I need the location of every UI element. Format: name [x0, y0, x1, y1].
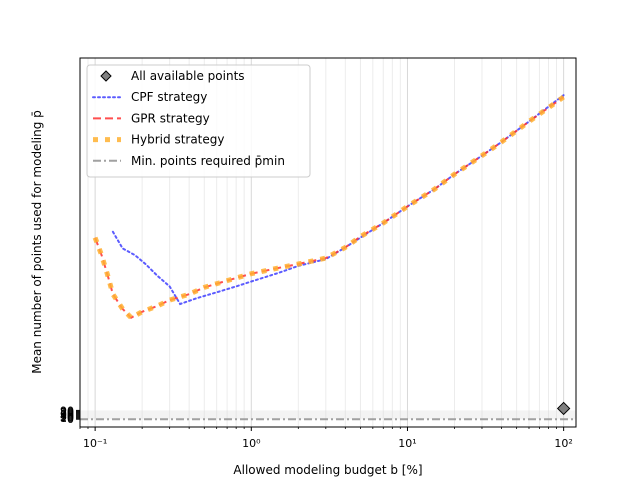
- x-tick-label: 10²: [554, 437, 572, 450]
- series-hybrid-strategy-line: [92, 94, 566, 321]
- min-points-shade: [80, 410, 576, 420]
- y-tick-label: 70: [60, 406, 74, 419]
- series-layer: [80, 94, 576, 421]
- y-tick-label: 60: [60, 407, 74, 420]
- plot-frame: [79, 57, 577, 428]
- y-tick-label: 20: [60, 411, 74, 424]
- legend-item-gpr-strategy-label: GPR strategy: [131, 111, 210, 125]
- legend-item-min-points-required-p-min-label: Min. points required p̄min: [131, 154, 285, 168]
- legend-item-all-available-points-swatch: [100, 70, 112, 82]
- legend: All available points CPF strategy GPR stra…: [86, 64, 311, 178]
- y-tick-label: 0: [67, 413, 74, 426]
- x-axis-label: Allowed modeling budget b [%]: [233, 463, 422, 477]
- y-tick-label: 30: [60, 410, 74, 423]
- legend-box: [86, 64, 311, 178]
- series-all-available-points-point: [556, 401, 571, 416]
- min-points-band: [80, 410, 576, 420]
- y-tick-label: 40: [60, 409, 74, 422]
- series-cpf-strategy-line: [111, 94, 565, 306]
- x-tick-label: 10⁻¹: [83, 437, 107, 450]
- legend-item-hybrid-strategy-label: Hybrid strategy: [131, 133, 225, 147]
- legend-item-all-available-points-label: All available points: [131, 69, 245, 83]
- y-tick-label: 10: [60, 412, 74, 425]
- x-tick-label: 10¹: [398, 437, 416, 450]
- legend-item-cpf-strategy-label: CPF strategy: [131, 90, 207, 104]
- y-tick-label: 80: [60, 405, 74, 418]
- x-tick-label: 10⁰: [242, 437, 261, 450]
- marker-layer: [556, 401, 571, 416]
- x-axis-ticks: 10⁻¹ 10⁰ 10¹ 10²: [79, 427, 573, 450]
- y-tick-label: 90: [60, 404, 74, 417]
- y-tick-label: 50: [60, 408, 74, 421]
- y-axis-label: Mean number of points used for modeling …: [30, 110, 44, 374]
